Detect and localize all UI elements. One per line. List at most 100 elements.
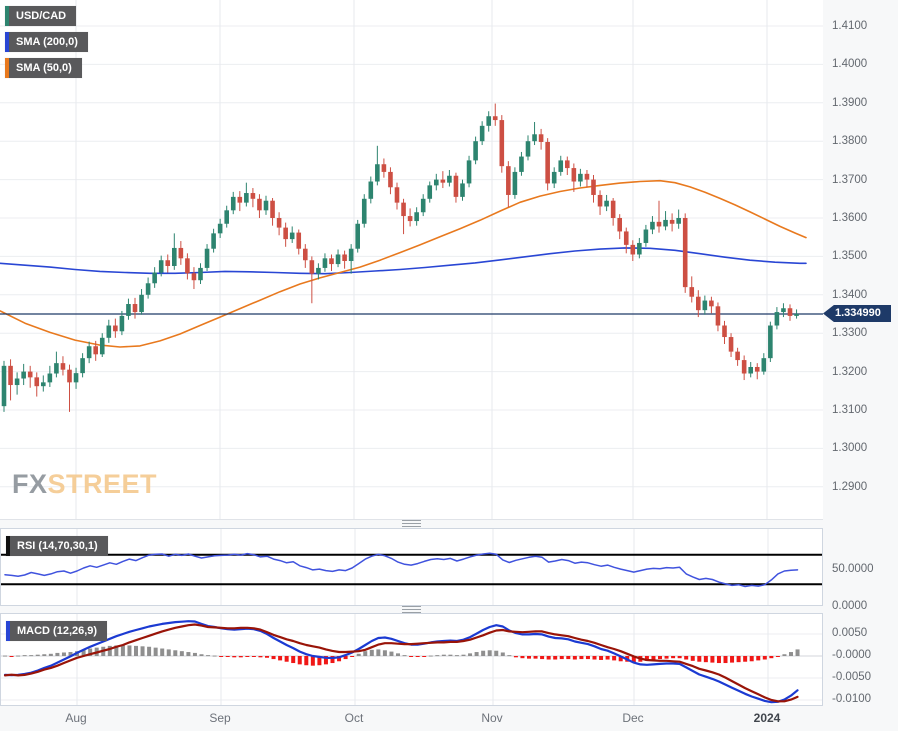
y-axis-label: 1.3600 — [832, 211, 868, 224]
x-axis-label: Dec — [622, 711, 644, 725]
macd-histogram-bar — [756, 656, 761, 661]
candle — [73, 373, 79, 383]
candle — [774, 312, 780, 326]
macd-histogram-bar — [671, 656, 676, 659]
candle — [558, 160, 564, 172]
candle — [14, 378, 20, 386]
candle — [722, 325, 727, 338]
macd-histogram-bar — [736, 656, 741, 663]
x-axis-label: Oct — [344, 711, 364, 725]
candle — [610, 200, 616, 218]
macd-histogram-bar — [520, 656, 525, 659]
macd-histogram-bar — [120, 645, 125, 656]
candle — [401, 202, 406, 217]
macd-histogram-bar — [271, 656, 276, 660]
macd-histogram-bar — [553, 656, 558, 660]
candle — [578, 173, 583, 182]
candle — [263, 200, 269, 211]
candle — [486, 116, 491, 126]
macd-histogram-bar — [441, 654, 446, 656]
macd-histogram-bar — [592, 656, 597, 660]
candlestick-chart-canvas[interactable] — [0, 0, 823, 519]
macd-histogram-bar — [572, 656, 577, 660]
macd-histogram-bar — [376, 649, 381, 656]
macd-chart-canvas[interactable] — [1, 614, 822, 705]
macd-histogram-bar — [160, 648, 165, 656]
sma50-accent-bar — [5, 58, 9, 78]
macd-histogram-bar — [716, 656, 721, 664]
macd-accent-bar — [6, 621, 10, 641]
candle — [728, 337, 734, 352]
candle — [715, 306, 721, 326]
candle — [512, 171, 518, 195]
macd-histogram-bar — [114, 645, 119, 656]
macd-histogram-bar — [284, 656, 289, 662]
candle — [348, 248, 354, 262]
macd-histogram-bar — [585, 656, 590, 660]
macd-histogram-bar — [409, 656, 414, 657]
candle — [250, 193, 256, 199]
candle — [237, 196, 243, 203]
macd-histogram-bar — [651, 656, 656, 660]
candle — [329, 258, 334, 265]
candle — [604, 200, 609, 207]
candle — [309, 260, 315, 274]
x-axis-label: 2024 — [753, 711, 781, 725]
macd-histogram-bar — [690, 656, 695, 661]
main-price-panel[interactable]: FXSTREET — [0, 0, 823, 520]
macd-histogram-bar — [278, 656, 283, 661]
candle — [106, 325, 112, 338]
macd-histogram-bar — [730, 656, 735, 663]
macd-histogram-bar — [369, 649, 374, 656]
panel-resize-grip-icon[interactable] — [402, 520, 421, 527]
candle — [375, 164, 380, 182]
candle — [669, 219, 675, 224]
rsi-chart-canvas[interactable] — [1, 529, 822, 605]
candle — [473, 141, 478, 161]
candle — [623, 231, 629, 245]
candle — [420, 198, 426, 213]
candle — [466, 160, 472, 184]
candle — [682, 217, 688, 288]
macd-histogram-bar — [474, 652, 479, 656]
sma50-line — [0, 179, 807, 348]
sma50-badge: SMA (50,0) — [5, 58, 82, 78]
macd-histogram-bar — [710, 656, 715, 663]
macd-histogram-bar — [206, 655, 211, 657]
x-axis-label: Aug — [65, 711, 87, 725]
macd-histogram-bar — [415, 656, 420, 657]
candle — [67, 369, 72, 383]
macd-histogram-bar — [304, 656, 309, 666]
y-axis-label: 1.3500 — [832, 250, 868, 263]
candle — [296, 232, 302, 249]
y-axis-label: 1.3000 — [832, 442, 868, 455]
candle — [217, 223, 223, 234]
candle — [630, 244, 636, 255]
candle — [663, 219, 668, 227]
macd-histogram-bar — [350, 656, 355, 657]
rsi-panel[interactable] — [0, 528, 823, 606]
candle — [492, 116, 498, 121]
candle — [198, 267, 203, 281]
candle — [211, 233, 216, 249]
sma200-badge: SMA (200,0) — [5, 32, 88, 52]
macd-histogram-bar — [16, 655, 21, 657]
candle — [335, 254, 341, 265]
macd-histogram-bar — [212, 655, 217, 657]
macd-histogram-bar — [507, 655, 512, 657]
macd-histogram-bar — [481, 650, 486, 656]
macd-histogram-bar — [605, 656, 610, 660]
candle — [322, 258, 328, 268]
y-axis-label: 1.3900 — [832, 96, 868, 109]
macd-histogram-bar — [795, 649, 800, 656]
macd-histogram-bar — [723, 656, 728, 664]
candle — [532, 134, 537, 142]
y-axis-label: 1.3300 — [832, 327, 868, 340]
candle — [781, 308, 786, 313]
y-axis-label: 1.3100 — [832, 403, 868, 416]
candle — [768, 325, 773, 359]
y-axis-label: -0.0050 — [832, 671, 872, 683]
panel-resize-grip-icon[interactable] — [402, 606, 421, 613]
macd-panel[interactable] — [0, 613, 823, 706]
